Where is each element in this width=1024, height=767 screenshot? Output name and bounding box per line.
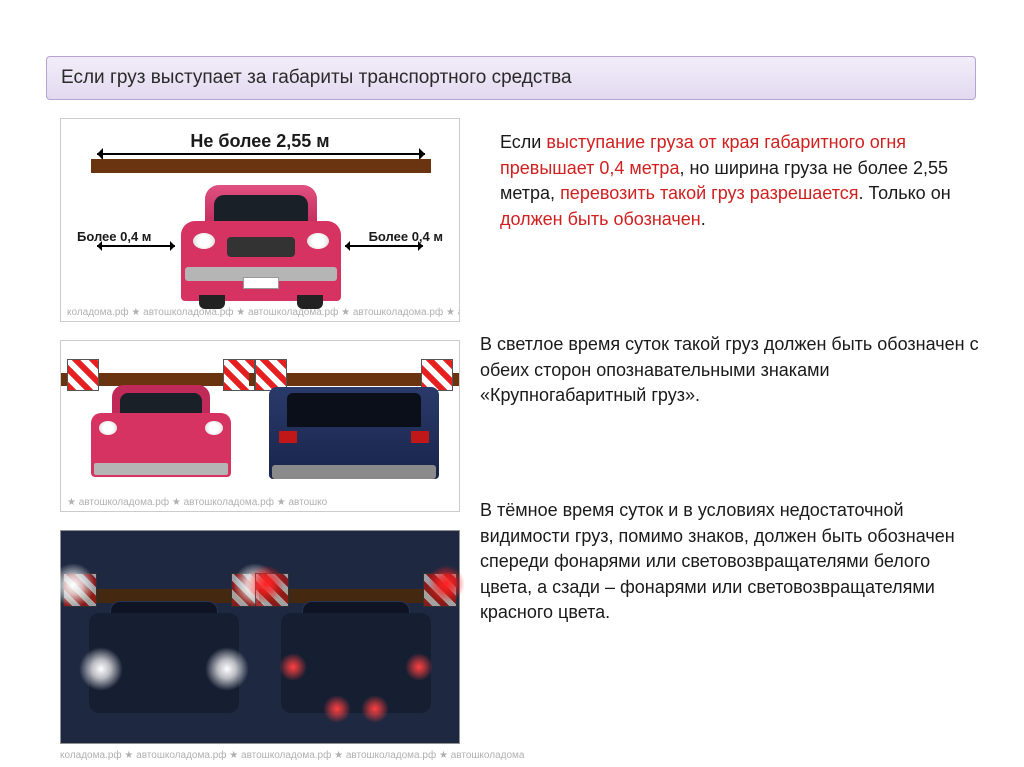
paragraph-2: В светлое время суток такой груз должен … bbox=[480, 332, 980, 409]
taillight-glow-icon bbox=[323, 695, 351, 723]
taillight-glow-icon bbox=[279, 653, 307, 681]
title-text: Если груз выступает за габариты транспор… bbox=[61, 67, 572, 89]
watermark: коладома.рф ★ автошколадома.рф ★ автошко… bbox=[61, 307, 459, 318]
left-arrow bbox=[97, 245, 175, 247]
figure-width-limits: Не более 2,55 м Более 0,4 м Более 0,4 м … bbox=[60, 118, 460, 322]
left-overhang-label: Более 0,4 м bbox=[77, 229, 151, 244]
night-car-rear bbox=[271, 553, 441, 729]
taillight-glow-icon bbox=[405, 653, 433, 681]
figure-daylight-signs: ★ автошколадома.рф ★ автошколадома.рф ★ … bbox=[60, 340, 460, 512]
slide-title: Если груз выступает за габариты транспор… bbox=[46, 56, 976, 100]
figure-night-lights bbox=[60, 530, 460, 744]
paragraph-1: Если выступание груза от края габаритног… bbox=[500, 130, 970, 232]
right-overhang-label: Более 0,4 м bbox=[369, 229, 443, 244]
car-front-illustration bbox=[181, 179, 341, 307]
taillight-glow-icon bbox=[361, 695, 389, 723]
car-front-with-signs bbox=[81, 359, 241, 493]
paragraph-3: В тёмное время суток и в условиях недост… bbox=[480, 498, 982, 626]
right-arrow bbox=[345, 245, 423, 247]
figures-column: Не более 2,55 м Более 0,4 м Более 0,4 м … bbox=[60, 118, 460, 744]
headlight-glow-icon bbox=[205, 647, 249, 691]
night-car-front bbox=[79, 553, 249, 729]
cargo-bar bbox=[91, 159, 431, 173]
oversize-sign-icon bbox=[67, 359, 99, 391]
max-width-label: Не более 2,55 м bbox=[61, 131, 459, 152]
white-reflector-icon bbox=[51, 563, 95, 607]
suv-rear-with-signs bbox=[269, 359, 439, 493]
red-reflector-icon bbox=[247, 565, 285, 603]
watermark: ★ автошколадома.рф ★ автошколадома.рф ★ … bbox=[61, 497, 459, 508]
width-arrow bbox=[97, 153, 425, 155]
watermark: коладома.рф ★ автошколадома.рф ★ автошко… bbox=[60, 750, 524, 761]
red-reflector-icon bbox=[427, 565, 465, 603]
headlight-glow-icon bbox=[79, 647, 123, 691]
